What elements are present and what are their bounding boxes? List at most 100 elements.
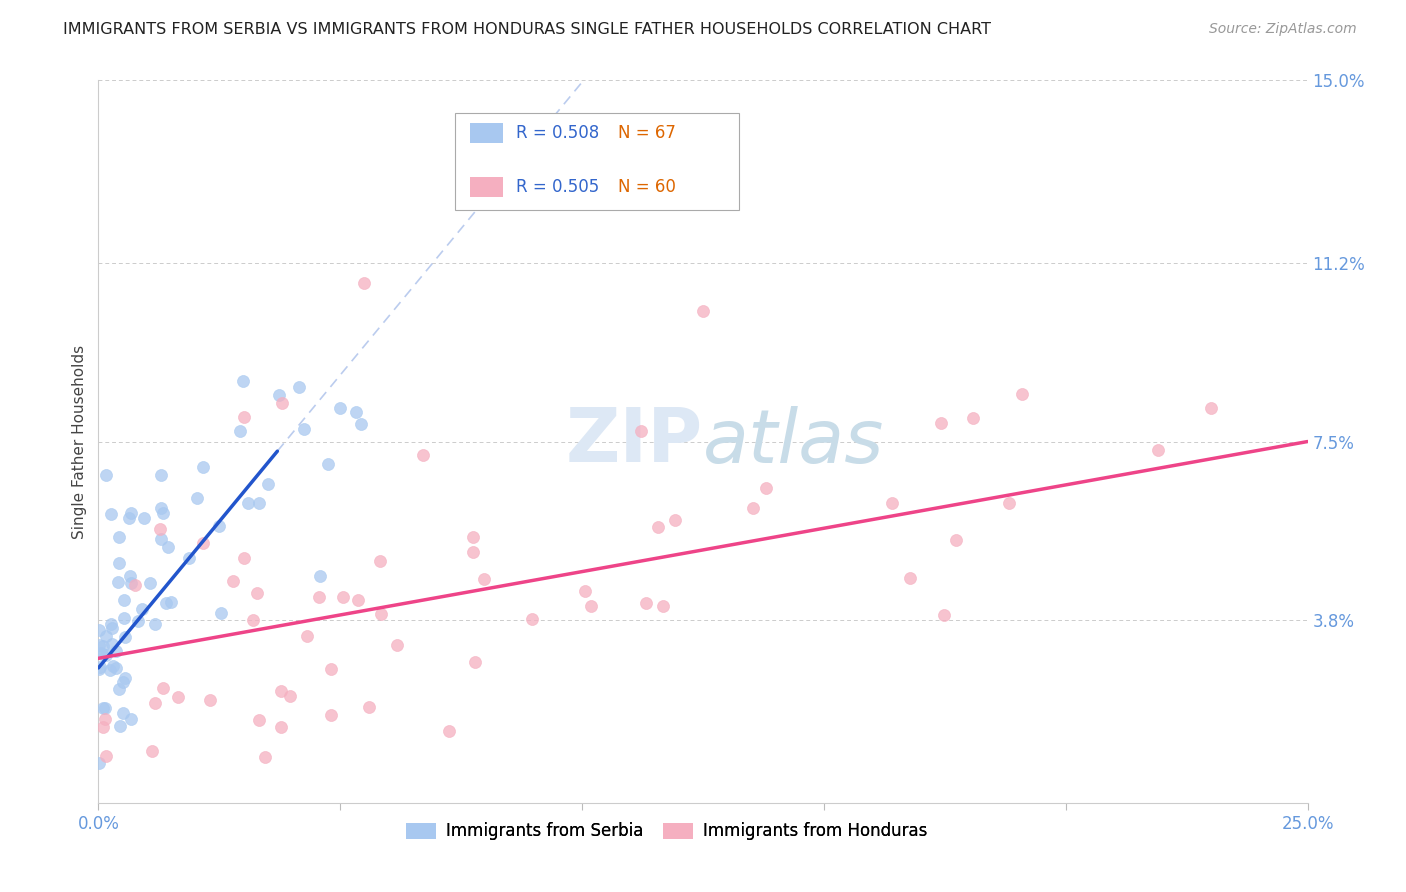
Point — [91, 647, 114, 661]
Point — [222, 574, 245, 588]
Point — [94, 468, 117, 483]
Point — [143, 616, 166, 631]
Point — [127, 614, 149, 628]
Point — [1011, 387, 1033, 401]
Point — [177, 551, 200, 566]
Point — [247, 713, 270, 727]
Point — [254, 749, 277, 764]
Point — [520, 612, 543, 626]
Point — [357, 699, 380, 714]
Point — [87, 756, 110, 770]
Point — [124, 577, 146, 591]
Point — [242, 614, 264, 628]
Point — [94, 712, 117, 726]
Point — [152, 507, 174, 521]
Point — [193, 460, 215, 475]
Point — [474, 572, 496, 586]
Point — [321, 707, 343, 722]
Point — [692, 304, 714, 318]
FancyBboxPatch shape — [470, 178, 503, 197]
Point — [108, 556, 131, 570]
Point — [370, 607, 392, 622]
Point — [118, 511, 141, 525]
Point — [114, 671, 136, 685]
Point — [929, 416, 952, 430]
Text: ZIP: ZIP — [565, 405, 703, 478]
Point — [100, 621, 122, 635]
Point — [114, 631, 136, 645]
Point — [108, 681, 131, 696]
Point — [634, 596, 657, 610]
Point — [236, 496, 259, 510]
Point — [344, 405, 367, 419]
Point — [89, 659, 111, 673]
Point — [630, 424, 652, 438]
Text: R = 0.508: R = 0.508 — [516, 124, 599, 142]
Point — [96, 748, 118, 763]
Point — [349, 417, 371, 431]
Point — [1199, 401, 1222, 415]
Point — [101, 658, 124, 673]
Point — [997, 496, 1019, 510]
Point — [332, 590, 354, 604]
Point — [120, 712, 142, 726]
Point — [108, 530, 131, 544]
Point — [412, 449, 434, 463]
Point — [232, 551, 254, 566]
Point — [191, 536, 214, 550]
Point — [308, 568, 330, 582]
Point — [186, 491, 208, 505]
Point — [932, 607, 955, 622]
Point — [755, 481, 778, 495]
Point — [247, 495, 270, 509]
Point — [270, 684, 292, 698]
Point — [149, 522, 172, 536]
Point — [209, 606, 232, 620]
Point — [267, 388, 290, 402]
Point — [101, 636, 124, 650]
Point — [1147, 442, 1170, 457]
FancyBboxPatch shape — [456, 112, 740, 211]
Point — [232, 410, 254, 425]
Point — [98, 663, 121, 677]
Point — [288, 380, 311, 394]
Point — [112, 706, 135, 720]
Point — [107, 575, 129, 590]
Point — [112, 593, 135, 607]
Point — [87, 638, 110, 652]
Point — [111, 674, 134, 689]
Point — [91, 700, 114, 714]
Y-axis label: Single Father Households: Single Father Households — [72, 344, 87, 539]
Point — [90, 646, 112, 660]
Text: N = 67: N = 67 — [619, 124, 676, 142]
Point — [945, 533, 967, 547]
Point — [270, 720, 292, 734]
Text: N = 60: N = 60 — [619, 178, 676, 196]
Point — [208, 519, 231, 533]
Point — [110, 719, 132, 733]
Point — [347, 593, 370, 607]
Point — [246, 586, 269, 600]
Point — [166, 690, 188, 705]
Point — [150, 533, 173, 547]
Point — [308, 591, 330, 605]
Point — [880, 496, 903, 510]
Text: Source: ZipAtlas.com: Source: ZipAtlas.com — [1209, 22, 1357, 37]
Point — [257, 477, 280, 491]
Point — [132, 511, 155, 525]
Point — [100, 617, 122, 632]
Legend: Immigrants from Serbia, Immigrants from Honduras: Immigrants from Serbia, Immigrants from … — [398, 814, 936, 848]
Point — [150, 501, 173, 516]
Point — [319, 662, 342, 676]
Point — [87, 624, 110, 638]
FancyBboxPatch shape — [470, 123, 503, 143]
Point — [104, 644, 127, 658]
Point — [157, 541, 180, 555]
Point — [647, 520, 669, 534]
Point — [141, 744, 163, 758]
Point — [104, 661, 127, 675]
Point — [742, 500, 765, 515]
Point — [278, 689, 301, 703]
Point — [464, 655, 486, 669]
Point — [294, 422, 316, 436]
